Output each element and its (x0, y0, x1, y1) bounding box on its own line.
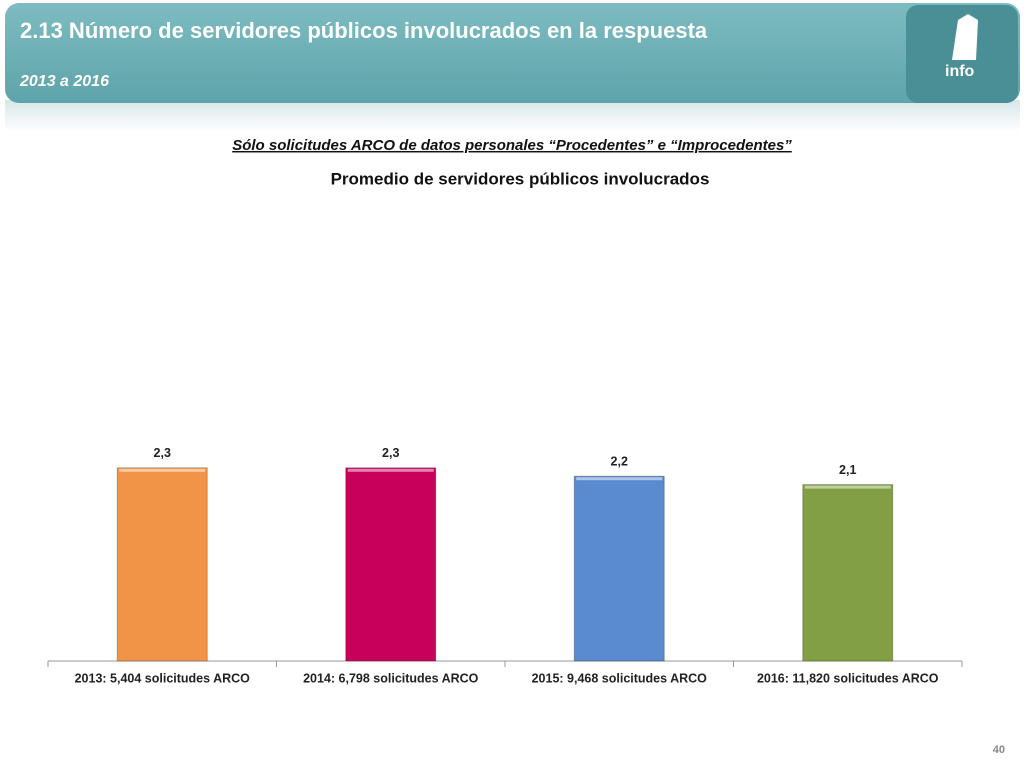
header-title: 2.13 Número de servidores públicos invol… (20, 18, 708, 43)
bar-highlight (804, 485, 891, 489)
logo-text: info (945, 63, 975, 80)
value-label: 2,3 (382, 446, 399, 460)
x-tick-label: 2016: 11,820 solicitudes ARCO (757, 671, 939, 685)
bar-highlight (576, 477, 663, 481)
x-tick-label: 2014: 6,798 solicitudes ARCO (303, 671, 479, 685)
header-shadow (5, 100, 1020, 132)
bar (802, 484, 894, 662)
bar-highlight (347, 468, 434, 472)
x-tick-label: 2013: 5,404 solicitudes ARCO (75, 671, 251, 685)
bar-highlight (119, 468, 206, 472)
chart-subtitle: Promedio de servidores públicos involucr… (331, 169, 710, 188)
bar (345, 467, 437, 662)
bar (116, 467, 208, 662)
logo-shape (952, 14, 978, 60)
value-label: 2,1 (839, 463, 856, 477)
page-number: 40 (993, 744, 1005, 756)
chart-title: Sólo solicitudes ARCO de datos personale… (232, 137, 792, 154)
header-subtitle: 2013 a 2016 (19, 73, 109, 90)
value-label: 2,2 (611, 454, 628, 468)
value-label: 2,3 (154, 446, 171, 460)
bar (573, 475, 665, 662)
header-bar (5, 3, 1020, 103)
x-tick-label: 2015: 9,468 solicitudes ARCO (532, 671, 708, 685)
